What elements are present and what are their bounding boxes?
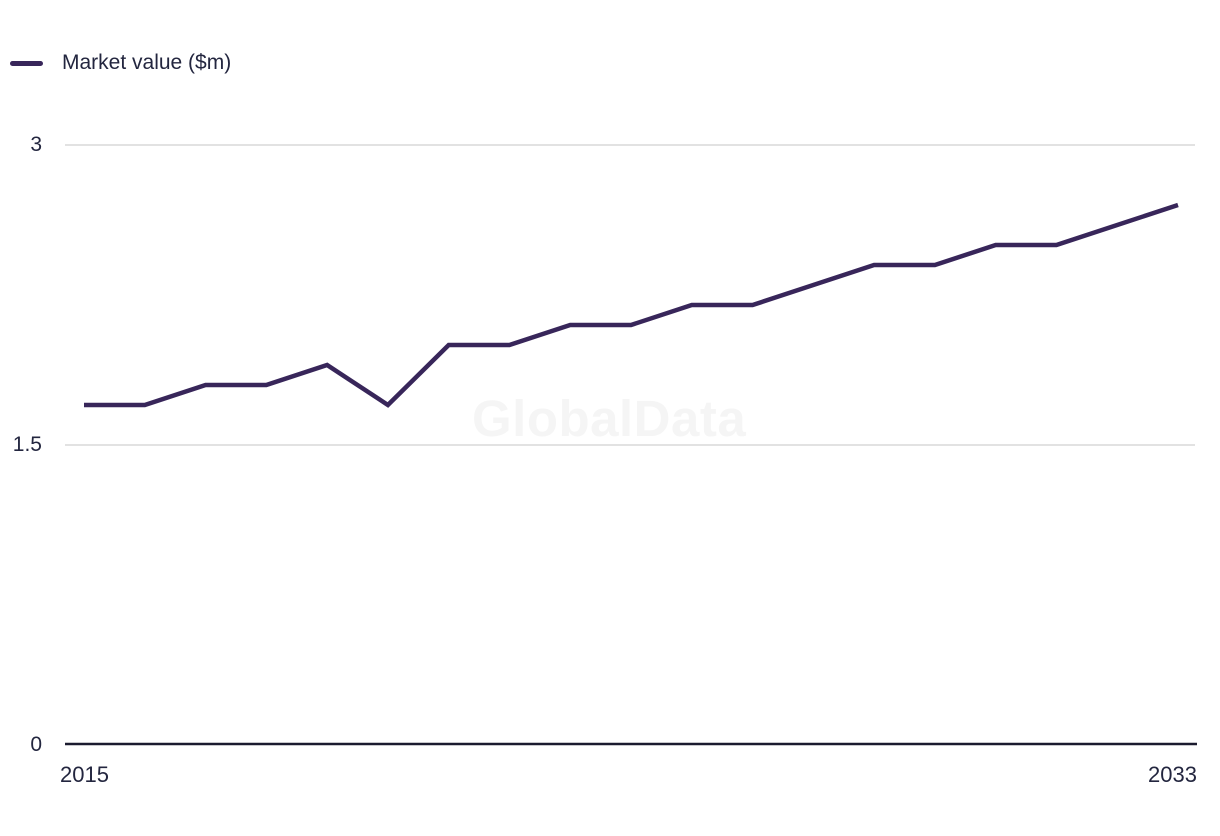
x-tick-label-2033: 2033 (1148, 762, 1197, 787)
market-value-line (84, 202, 1179, 408)
legend-item-market-value[interactable]: Market value ($m) (10, 51, 231, 75)
x-tick-label-2015: 2015 (60, 762, 109, 787)
legend-label: Market value ($m) (62, 51, 232, 74)
y-tick-label-0: 0 (30, 733, 42, 756)
y-tick-label-1-5: 1.5 (12, 433, 42, 456)
y-tick-label-3: 3 (30, 133, 42, 156)
legend-line-swatch-icon (10, 60, 43, 66)
